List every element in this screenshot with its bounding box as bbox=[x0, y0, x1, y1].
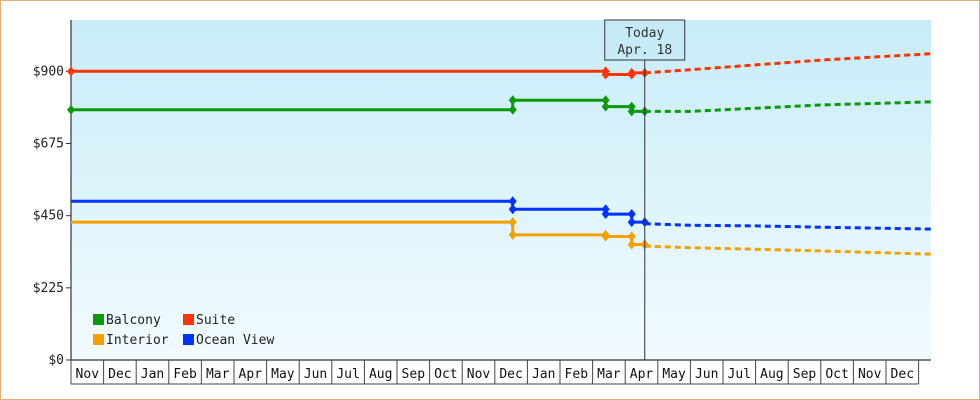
month-label: Feb bbox=[565, 367, 589, 382]
month-label: Jun bbox=[304, 367, 327, 382]
suite-data-point bbox=[67, 66, 75, 77]
x-axis: Nov Dec Jan Feb Mar Apr May Jun Jul Aug Sep Oct Nov D… bbox=[70, 359, 931, 385]
series-layer bbox=[67, 52, 932, 256]
interior-data-point bbox=[508, 217, 517, 228]
month-label: Nov bbox=[76, 367, 100, 382]
balcony-data-point bbox=[508, 104, 517, 115]
month-label: Dec bbox=[499, 367, 522, 382]
month-label: Nov bbox=[858, 367, 882, 382]
interior-data-point bbox=[508, 229, 517, 240]
month-label: Nov bbox=[467, 367, 491, 382]
balcony-data-point bbox=[601, 95, 610, 106]
month-label: Apr bbox=[239, 367, 263, 382]
today-date: Apr. 18 bbox=[617, 43, 672, 58]
balcony-data-point bbox=[627, 106, 636, 117]
suite-data-point bbox=[627, 67, 636, 78]
month-label: May bbox=[271, 367, 295, 382]
interior-data-point bbox=[627, 239, 636, 250]
month-label: Sep bbox=[793, 367, 817, 382]
y-tick-label: $900 bbox=[33, 64, 64, 79]
month-label: Jul bbox=[336, 367, 359, 382]
today-box bbox=[604, 19, 686, 61]
month-label: Oct bbox=[434, 367, 457, 382]
legend-label-suite: Suite bbox=[196, 313, 235, 328]
month-label: Mar bbox=[206, 367, 230, 382]
month-label: Oct bbox=[825, 367, 848, 382]
y-tick-label: $0 bbox=[48, 353, 64, 368]
y-tick-label: $450 bbox=[33, 209, 64, 224]
legend-swatch-suite bbox=[183, 314, 194, 325]
ocean-view-data-point bbox=[627, 209, 636, 220]
ocean-view-data-point bbox=[627, 217, 636, 228]
month-label: Aug bbox=[369, 367, 392, 382]
today-marker: Today Apr. 18 bbox=[604, 19, 686, 360]
month-label: Mar bbox=[597, 367, 621, 382]
month-label: Sep bbox=[402, 367, 426, 382]
suite-data-point bbox=[601, 69, 610, 80]
month-label: Aug bbox=[760, 367, 783, 382]
y-tick-label: $675 bbox=[33, 136, 64, 151]
plot-area bbox=[71, 20, 931, 360]
month-label: Jan bbox=[532, 367, 555, 382]
legend-swatch-interior bbox=[93, 334, 104, 345]
today-title: Today bbox=[625, 26, 664, 41]
month-label: Feb bbox=[173, 367, 197, 382]
month-label: May bbox=[662, 367, 686, 382]
balcony-data-point bbox=[601, 101, 610, 112]
ocean-view-forecast-line bbox=[644, 222, 932, 231]
ocean-view-data-point bbox=[508, 204, 517, 215]
legend-swatch-balcony bbox=[93, 314, 104, 325]
balcony-data-point bbox=[508, 95, 517, 106]
y-axis: $0 $225 $450 $675 $900 bbox=[33, 20, 72, 368]
month-label: Dec bbox=[891, 367, 914, 382]
month-label: Apr bbox=[630, 367, 654, 382]
legend-label-ocean-view: Ocean View bbox=[196, 333, 274, 348]
ocean-view-data-point bbox=[601, 209, 610, 220]
legend-label-interior: Interior bbox=[106, 333, 169, 348]
interior-data-point bbox=[601, 231, 610, 242]
ocean-view-data-point bbox=[508, 196, 517, 207]
balcony-data-point bbox=[67, 104, 75, 115]
legend-swatch-ocean-view bbox=[183, 334, 194, 345]
legend-label-balcony: Balcony bbox=[106, 313, 161, 328]
month-label: Jan bbox=[141, 367, 164, 382]
month-label: Jul bbox=[728, 367, 751, 382]
suite-forecast-line bbox=[644, 52, 932, 75]
month-label: Dec bbox=[108, 367, 131, 382]
month-label: Jun bbox=[695, 367, 718, 382]
legend: Balcony Suite Interior Ocean View bbox=[93, 313, 274, 348]
interior-forecast-line bbox=[644, 244, 932, 256]
y-tick-label: $225 bbox=[33, 281, 64, 296]
interior-data-point bbox=[627, 231, 636, 242]
balcony-forecast-line bbox=[644, 100, 932, 113]
